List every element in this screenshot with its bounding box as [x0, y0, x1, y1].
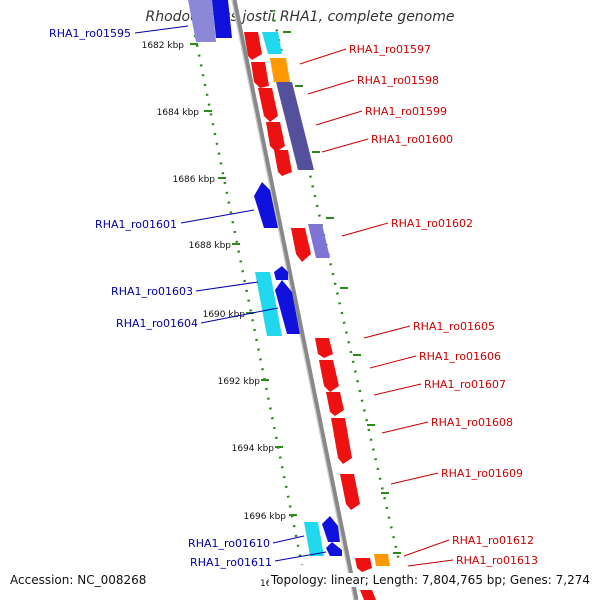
gene-ro01603[interactable] [255, 266, 288, 336]
gene-label[interactable]: RHA1_ro01607 [424, 378, 506, 391]
leader-line [272, 535, 305, 544]
gene-ro01608[interactable] [331, 418, 352, 464]
leader-line [274, 551, 327, 562]
leader-line [403, 539, 450, 557]
right-gene-labels: RHA1_ro01597 RHA1_ro01598 RHA1_ro01599 R… [349, 43, 538, 567]
leader-line [307, 79, 355, 95]
gene-ro01601[interactable] [254, 182, 278, 228]
leader-line [407, 559, 454, 567]
tick-label: 1686 kbp [173, 175, 216, 185]
leader-line [363, 325, 411, 339]
tick-label: 1682 kbp [142, 41, 185, 51]
gene-label[interactable]: RHA1_ro01609 [441, 467, 523, 480]
gene-ro01604[interactable] [275, 280, 300, 334]
leader-line [390, 472, 439, 485]
leader-line [315, 110, 363, 126]
gene-ro01595[interactable] [188, 0, 232, 42]
leader-line [195, 281, 259, 292]
gene-label[interactable]: RHA1_ro01612 [452, 534, 534, 547]
tick-label: 1696 kbp [244, 512, 287, 522]
gene-ro01598[interactable] [251, 58, 290, 88]
gene-label[interactable]: RHA1_ro01606 [419, 350, 501, 363]
gene-ro01613[interactable] [360, 554, 390, 600]
gene-label[interactable]: RHA1_ro01603 [111, 285, 193, 298]
tick-label: 1690 kbp [203, 310, 246, 320]
gene-ro01600[interactable] [266, 122, 292, 176]
tick-label: 1694 kbp [232, 444, 275, 454]
gene-ro01607[interactable] [326, 392, 344, 416]
gene-label[interactable]: RHA1_ro01611 [190, 556, 272, 569]
tick-label: 1684 kbp [157, 108, 200, 118]
gene-ro01606[interactable] [319, 360, 339, 392]
gene-ro01612[interactable] [355, 558, 372, 572]
accession-text: Accession: NC_008268 [10, 573, 147, 587]
gene-ro01610[interactable] [304, 516, 340, 556]
gene-ro01605[interactable] [315, 338, 333, 358]
tick-label: 1692 kbp [218, 377, 261, 387]
leader-line [373, 383, 422, 396]
gene-label[interactable]: RHA1_ro01604 [116, 317, 198, 330]
ruler-ticks: 1682 kbp 1684 kbp 1686 kbp 1688 kbp 1690… [142, 31, 401, 589]
gene-label[interactable]: RHA1_ro01597 [349, 43, 431, 56]
leader-line [369, 355, 417, 369]
topology-text: Topology: linear; Length: 7,804,765 bp; … [268, 573, 590, 587]
gene-label[interactable]: RHA1_ro01600 [371, 133, 453, 146]
leader-line [381, 421, 429, 434]
gene-ro01597[interactable] [244, 32, 282, 60]
gene-ro01599[interactable] [258, 82, 314, 170]
gene-label[interactable]: RHA1_ro01613 [456, 554, 538, 567]
left-guide-track [193, 34, 304, 566]
gene-label[interactable]: RHA1_ro01595 [49, 27, 131, 40]
leader-line [299, 48, 347, 65]
gene-label[interactable]: RHA1_ro01599 [365, 105, 447, 118]
leader-line [321, 138, 369, 153]
gene-label[interactable]: RHA1_ro01602 [391, 217, 473, 230]
tick-label: 16 [260, 579, 272, 589]
right-leaders [299, 48, 454, 567]
left-gene-labels: RHA1_ro01595 RHA1_ro01601 RHA1_ro01603 R… [49, 27, 272, 569]
tick-label: 1688 kbp [189, 241, 232, 251]
gene-ro01609[interactable] [340, 474, 360, 510]
genome-backbone [231, 0, 359, 600]
gene-label[interactable]: RHA1_ro01601 [95, 218, 177, 231]
left-leaders [134, 25, 327, 562]
gene-label[interactable]: RHA1_ro01605 [413, 320, 495, 333]
leader-line [200, 307, 279, 324]
gene-ro01602[interactable] [291, 224, 330, 262]
gene-label[interactable]: RHA1_ro01598 [357, 74, 439, 87]
leader-line [180, 209, 255, 224]
gene-ro01611[interactable] [326, 542, 342, 556]
leader-line [341, 222, 389, 237]
leader-line [134, 25, 189, 34]
gene-label[interactable]: RHA1_ro01608 [431, 416, 513, 429]
gene-label[interactable]: RHA1_ro01610 [188, 537, 270, 550]
